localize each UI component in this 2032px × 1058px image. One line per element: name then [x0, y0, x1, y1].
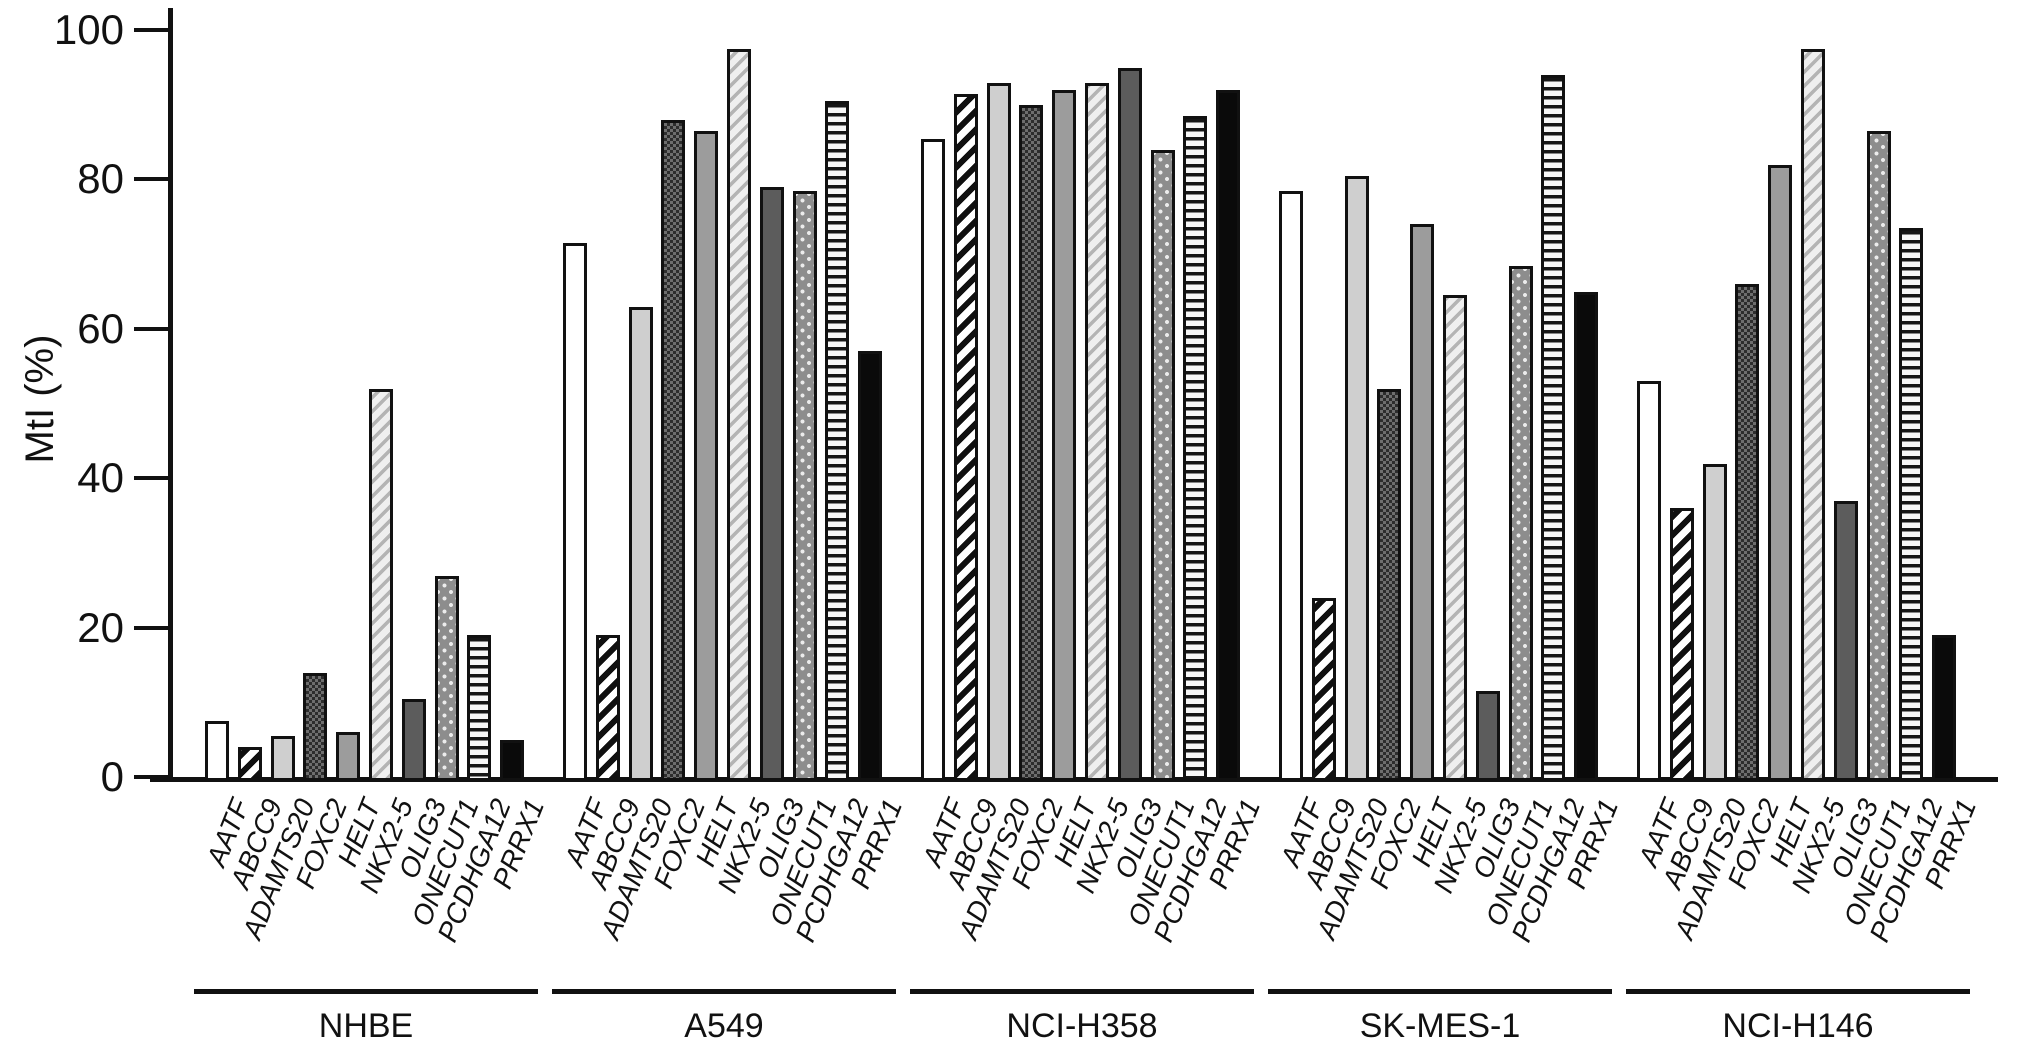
bar-NHBE-HELT [336, 732, 360, 781]
y-axis-line [168, 8, 173, 782]
bar-A549-NKX2-5 [727, 49, 751, 781]
bar-SK-MES-1-PCDHGA12 [1541, 75, 1565, 781]
bar-SK-MES-1-ABCC9 [1312, 598, 1336, 781]
bar-A549-ONECUT1 [793, 191, 817, 781]
bar-A549-HELT [694, 131, 718, 781]
y-tick-label: 100 [53, 6, 124, 53]
bar-NCI-H146-ADAMTS20 [1703, 464, 1727, 781]
bar-A549-AATF [563, 243, 587, 781]
bar-NHBE-ONECUT1 [435, 576, 459, 781]
bar-NCI-H146-OLIG3 [1834, 501, 1858, 781]
bar-A549-FOXC2 [661, 120, 685, 781]
bar-NCI-H358-PRRX1 [1216, 90, 1240, 781]
y-tick-mark [134, 28, 171, 32]
bar-NCI-H358-ABCC9 [954, 94, 978, 781]
bar-A549-ADAMTS20 [629, 307, 653, 781]
bar-NHBE-NKX2-5 [369, 389, 393, 781]
group-underline-NHBE [194, 989, 538, 994]
y-tick-label: 0 [100, 753, 124, 800]
bar-A549-PRRX1 [858, 351, 882, 781]
bar-NCI-H358-HELT [1052, 90, 1076, 781]
bar-NCI-H146-AATF [1637, 381, 1661, 781]
y-tick-mark [134, 625, 171, 630]
y-tick-mark [134, 775, 171, 779]
group-underline-SK-MES-1 [1268, 989, 1612, 994]
y-tick-label: 80 [77, 155, 124, 203]
bar-NCI-H358-AATF [921, 139, 945, 781]
group-underline-A549 [552, 989, 896, 994]
bar-NCI-H358-ONECUT1 [1151, 150, 1175, 781]
group-label-SK-MES-1: SK-MES-1 [1359, 1007, 1521, 1045]
y-tick-mark [134, 326, 171, 331]
bar-SK-MES-1-OLIG3 [1476, 691, 1500, 781]
bar-SK-MES-1-ADAMTS20 [1345, 176, 1369, 781]
bar-A549-OLIG3 [760, 187, 784, 781]
bar-NHBE-ADAMTS20 [271, 736, 295, 781]
bar-NCI-H146-ONECUT1 [1867, 131, 1891, 781]
bar-NCI-H146-FOXC2 [1735, 284, 1759, 781]
y-tick-mark [134, 177, 171, 182]
bar-NCI-H358-NKX2-5 [1085, 83, 1109, 781]
bar-SK-MES-1-AATF [1279, 191, 1303, 781]
bar-SK-MES-1-ONECUT1 [1509, 266, 1533, 781]
y-tick-label: 20 [77, 603, 124, 651]
bar-NCI-H146-HELT [1768, 165, 1792, 781]
bar-NCI-H146-ABCC9 [1670, 508, 1694, 781]
bar-NCI-H358-PCDHGA12 [1183, 116, 1207, 781]
bar-NCI-H146-NKX2-5 [1801, 49, 1825, 781]
bar-SK-MES-1-NKX2-5 [1443, 295, 1467, 781]
group-label-NCI-H358: NCI-H358 [1006, 1007, 1158, 1045]
group-underline-NCI-H358 [910, 989, 1254, 994]
group-label-A549: A549 [684, 1007, 764, 1045]
bar-NCI-H358-ADAMTS20 [987, 83, 1011, 781]
group-underline-NCI-H146 [1626, 989, 1970, 994]
bar-SK-MES-1-FOXC2 [1377, 389, 1401, 781]
bar-NHBE-PRRX1 [500, 740, 524, 781]
y-tick-label: 40 [77, 454, 124, 502]
bar-NCI-H358-FOXC2 [1019, 105, 1043, 781]
group-label-NCI-H146: NCI-H146 [1722, 1007, 1874, 1045]
bar-SK-MES-1-PRRX1 [1574, 292, 1598, 781]
bar-A549-ABCC9 [596, 635, 620, 781]
bar-NCI-H146-PRRX1 [1932, 635, 1956, 781]
bar-NHBE-FOXC2 [303, 673, 327, 781]
bar-NHBE-AATF [205, 721, 229, 781]
group-label-NHBE: NHBE [318, 1007, 414, 1045]
bar-NHBE-OLIG3 [402, 699, 426, 781]
bar-SK-MES-1-HELT [1410, 224, 1434, 781]
bar-NHBE-ABCC9 [238, 747, 262, 781]
bar-NCI-H146-PCDHGA12 [1899, 228, 1923, 781]
y-tick-label: 60 [77, 304, 124, 352]
bar-NCI-H358-OLIG3 [1118, 68, 1142, 781]
bar-A549-PCDHGA12 [825, 101, 849, 781]
y-tick-mark [134, 476, 171, 481]
bar-NHBE-PCDHGA12 [467, 635, 491, 781]
